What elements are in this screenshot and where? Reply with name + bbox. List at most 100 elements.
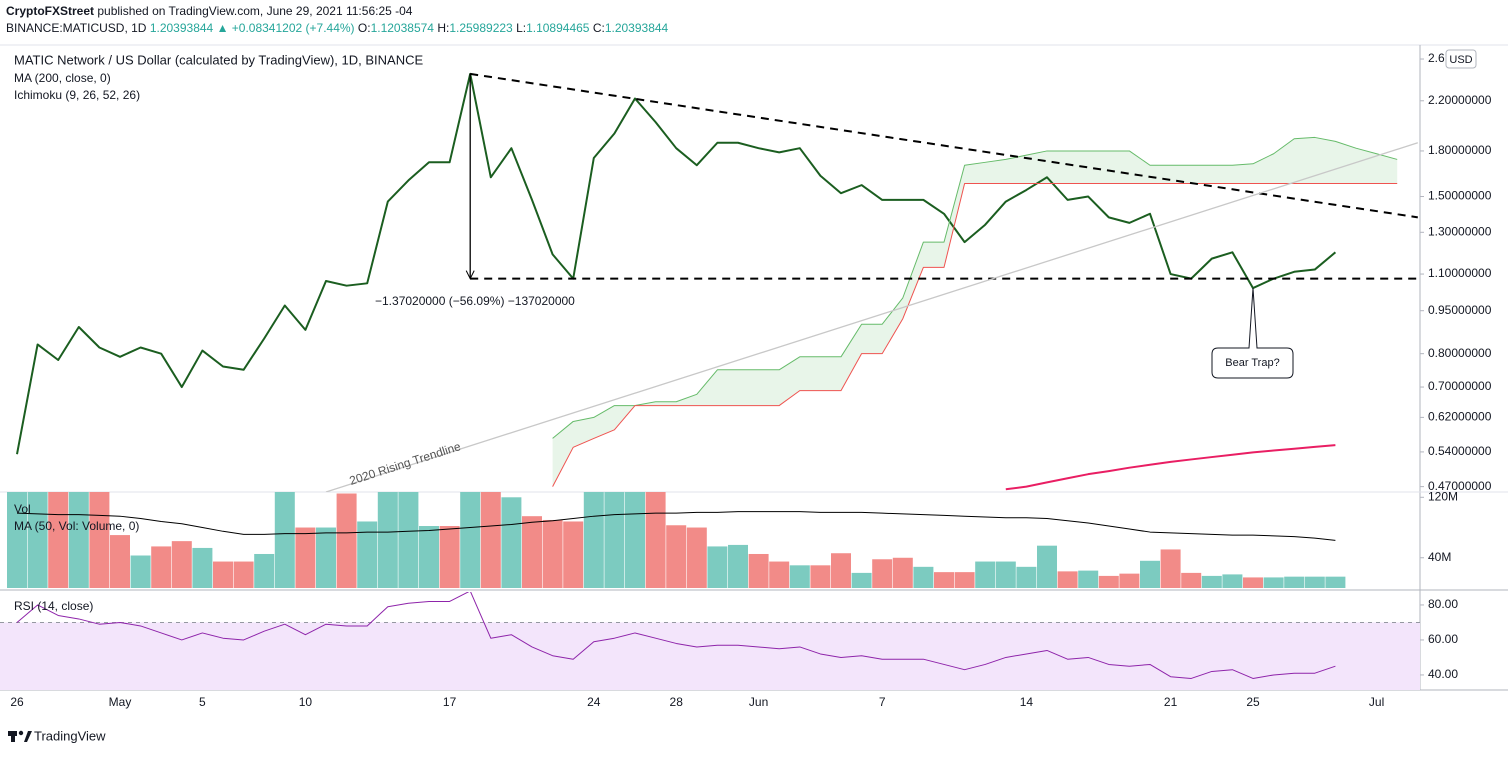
volume-bar xyxy=(89,492,110,588)
volume-bar xyxy=(1201,575,1222,588)
volume-title: Vol xyxy=(14,502,31,516)
x-tick-label: Jun xyxy=(749,695,768,709)
currency: USD xyxy=(1449,54,1472,66)
x-tick-label: Jul xyxy=(1369,695,1384,709)
volume-bar xyxy=(130,555,151,588)
volume-bar xyxy=(377,492,398,588)
x-tick-label: 7 xyxy=(879,695,886,709)
symbol-line: BINANCE:MATICUSD, 1D 1.20393844 ▲ +0.083… xyxy=(6,21,669,35)
volume-bar xyxy=(831,553,851,588)
volume-bar xyxy=(954,572,975,588)
volume-bar xyxy=(480,492,501,588)
series-line xyxy=(16,72,1337,455)
ohlc-label: O: xyxy=(358,21,371,35)
volume-bar xyxy=(542,519,563,588)
y-tick-label: 0.47000000 xyxy=(1428,479,1492,493)
y-tick-label: 0.70000000 xyxy=(1428,379,1492,393)
volume-bar xyxy=(7,492,27,588)
ohlc-value: 1.10894465 xyxy=(526,21,590,35)
volume-bar xyxy=(439,526,460,588)
volume-bar xyxy=(769,561,790,588)
volume-bar xyxy=(1304,576,1325,588)
callout-label: Bear Trap? xyxy=(1225,357,1279,369)
x-tick-label: 25 xyxy=(1246,695,1260,709)
published: published on TradingView.com, June 29, 2… xyxy=(97,4,412,18)
volume-bar xyxy=(1119,573,1140,588)
volume-bar xyxy=(1037,545,1057,588)
series-line xyxy=(552,136,1398,439)
series-line xyxy=(16,592,1336,679)
x-tick-label: 26 xyxy=(10,695,24,709)
measure-label: −1.37020000 (−56.09%) −137020000 xyxy=(375,294,575,308)
price: 1.20393844 xyxy=(150,21,214,35)
y-tick-label: 1.30000000 xyxy=(1428,224,1492,238)
volume-bar xyxy=(48,492,69,588)
axes: 2.6 2.20000000 1.80000000 1.50000000 1.30000… xyxy=(10,51,1491,709)
volume-bar xyxy=(1078,570,1099,588)
x-tick-label: 17 xyxy=(443,695,457,709)
change: ▲ +0.08341202 (+7.44%) xyxy=(217,21,355,35)
y-tick-label: 1.50000000 xyxy=(1428,189,1492,203)
volume-bar xyxy=(583,492,604,588)
volume-bar xyxy=(872,559,893,588)
currency-badge xyxy=(1445,49,1477,69)
ohlc-label: C: xyxy=(593,21,605,35)
ohlc-value: 1.20393844 xyxy=(605,21,669,35)
cloud-fill xyxy=(552,137,1398,487)
y-tick-label: 1.10000000 xyxy=(1428,266,1492,280)
volume-bar xyxy=(233,561,254,588)
ohlc-value: 1.25989223 xyxy=(449,21,513,35)
volume-bar xyxy=(748,553,769,588)
price-title: MATIC Network / US Dollar (calculated by… xyxy=(14,52,423,67)
y-tick-label: 1.80000000 xyxy=(1428,143,1492,157)
symbol: BINANCE:MATICUSD, 1D xyxy=(6,21,147,35)
volume-pane xyxy=(7,492,1346,588)
ohlc-label: L: xyxy=(516,21,526,35)
x-tick-label: May xyxy=(109,695,132,709)
volume-bar xyxy=(1284,576,1305,588)
y-tick-label: 0.95000000 xyxy=(1428,303,1492,317)
logo xyxy=(8,730,32,742)
volume-bar xyxy=(995,561,1016,588)
volume-bar xyxy=(563,521,584,588)
volume-bar xyxy=(501,497,522,588)
y-tick-label: 40M xyxy=(1428,550,1451,564)
series-line xyxy=(1005,444,1336,491)
volume-bar xyxy=(1098,575,1119,588)
volume-bar xyxy=(913,566,934,588)
rsi-band xyxy=(0,622,1420,690)
rsi-title: RSI (14, close) xyxy=(14,599,93,613)
volume-bar xyxy=(27,492,48,588)
volume-bar xyxy=(316,527,336,588)
rsi-pane xyxy=(0,592,1420,690)
volume-bar xyxy=(1057,571,1078,588)
volume-bar xyxy=(171,541,192,588)
y-tick-label: 0.80000000 xyxy=(1428,346,1492,360)
series-line xyxy=(552,183,1398,487)
volume-bar xyxy=(645,492,666,588)
volume-bar xyxy=(110,535,130,588)
volume-bar xyxy=(460,492,481,588)
volume-bar xyxy=(398,492,419,588)
volume-bar xyxy=(295,527,316,588)
series-line xyxy=(16,511,1336,541)
volume-bar xyxy=(934,572,954,588)
y-tick-label: 2.20000000 xyxy=(1428,93,1492,107)
author: CryptoFXStreet xyxy=(6,4,94,18)
arrow-head xyxy=(465,270,475,280)
volume-bar xyxy=(336,493,357,588)
volume-bar xyxy=(213,561,233,588)
volume-bar xyxy=(625,492,645,588)
volume-bar xyxy=(1160,549,1181,588)
volume-bar xyxy=(68,492,89,588)
volume-bar xyxy=(975,561,996,588)
footer-brand: TradingView xyxy=(34,728,106,743)
x-tick-label: 24 xyxy=(587,695,601,709)
volume-bar xyxy=(666,525,687,588)
volume-bar xyxy=(254,553,275,588)
legend-entry: MA (200, close, 0) xyxy=(14,71,111,85)
y-tick-label: 60.00 xyxy=(1428,632,1458,646)
callout xyxy=(1211,288,1294,379)
y-tick-label: 0.54000000 xyxy=(1428,444,1492,458)
